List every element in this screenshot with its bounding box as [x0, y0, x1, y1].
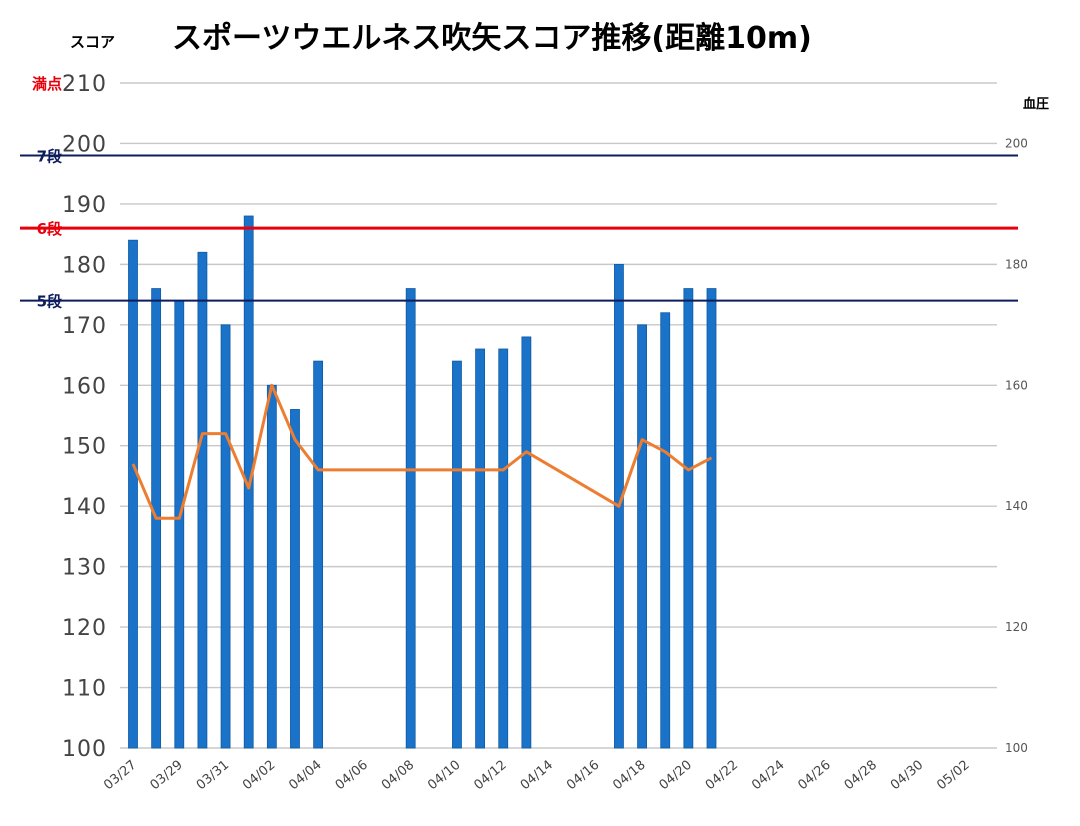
- x-tick-label: 04/30: [888, 758, 926, 794]
- x-tick-label: 04/08: [379, 758, 417, 794]
- y2-tick-label: 180: [1005, 257, 1028, 271]
- x-axis-ticks: 03/27 03/29 03/31 04/02 04/04 04/06 04/08 04/10…: [101, 758, 972, 794]
- line-series: [131, 383, 713, 520]
- bar: [521, 336, 532, 749]
- right-axis-ticks: 100 120 140 160 180 200: [1005, 136, 1028, 755]
- blood-pressure-line: [131, 383, 713, 520]
- y2-axis-title: 血圧: [1023, 96, 1049, 112]
- y-tick-label: 130: [62, 556, 107, 581]
- y-tick-label: 150: [62, 435, 107, 460]
- y-tick-label: 170: [62, 314, 107, 339]
- x-tick-label: 03/31: [194, 758, 232, 794]
- gridlines: [120, 82, 997, 749]
- y-tick-label: 120: [62, 616, 107, 641]
- bar: [475, 348, 486, 749]
- x-tick-label: 03/29: [148, 758, 186, 794]
- x-tick-label: 04/04: [286, 758, 324, 794]
- reference-lines: 満点 7段 6段 5段: [20, 75, 1018, 311]
- x-tick-label: 04/12: [471, 758, 509, 794]
- bar: [452, 360, 462, 749]
- reference-label: 5段: [37, 293, 62, 311]
- bar: [660, 312, 671, 749]
- bar: [313, 360, 324, 749]
- bar: [637, 324, 647, 749]
- bar: [706, 288, 717, 749]
- x-tick-label: 04/18: [610, 758, 648, 794]
- x-tick-label: 04/10: [425, 758, 463, 794]
- bar: [128, 239, 138, 749]
- y-tick-label: 110: [62, 677, 107, 702]
- x-tick-label: 04/26: [795, 758, 833, 794]
- x-tick-label: 04/24: [749, 758, 787, 794]
- y-tick-label: 140: [62, 495, 107, 520]
- left-axis-ticks: 100 110 120 130 140 150 160 170 180 190 200 210: [62, 72, 107, 762]
- y-tick-label: 180: [62, 253, 107, 278]
- chart-title: スポーツウエルネス吹矢スコア推移(距離10m): [172, 21, 812, 56]
- y-tick-label: 200: [62, 132, 107, 157]
- reference-label: 6段: [37, 220, 62, 238]
- x-tick-label: 04/14: [518, 758, 556, 794]
- x-tick-label: 04/02: [240, 758, 278, 794]
- bar: [290, 409, 300, 749]
- x-tick-label: 04/22: [703, 758, 741, 794]
- bar: [405, 288, 416, 749]
- y-axis-title: スコア: [70, 33, 115, 51]
- y2-tick-label: 120: [1005, 620, 1028, 634]
- y-tick-label: 190: [62, 193, 107, 218]
- y2-tick-label: 100: [1005, 741, 1028, 755]
- y-tick-label: 160: [62, 374, 107, 399]
- y2-tick-label: 140: [1005, 499, 1028, 513]
- bar: [174, 300, 185, 749]
- bar: [498, 348, 509, 749]
- reference-label: 満点: [32, 75, 62, 93]
- x-tick-label: 04/16: [564, 758, 602, 794]
- y-tick-label: 210: [62, 72, 107, 97]
- bar: [683, 288, 694, 749]
- y2-tick-label: 160: [1005, 378, 1028, 392]
- y2-tick-label: 200: [1005, 136, 1028, 150]
- reference-label: 7段: [37, 148, 62, 166]
- bar: [266, 384, 277, 749]
- x-tick-label: 05/02: [934, 758, 972, 794]
- y-tick-label: 100: [62, 737, 107, 762]
- x-tick-label: 04/28: [842, 758, 880, 794]
- x-tick-label: 04/20: [657, 758, 695, 794]
- x-tick-label: 04/06: [333, 758, 371, 794]
- bar: [197, 251, 208, 749]
- bar: [220, 324, 231, 749]
- x-tick-label: 03/27: [101, 758, 139, 794]
